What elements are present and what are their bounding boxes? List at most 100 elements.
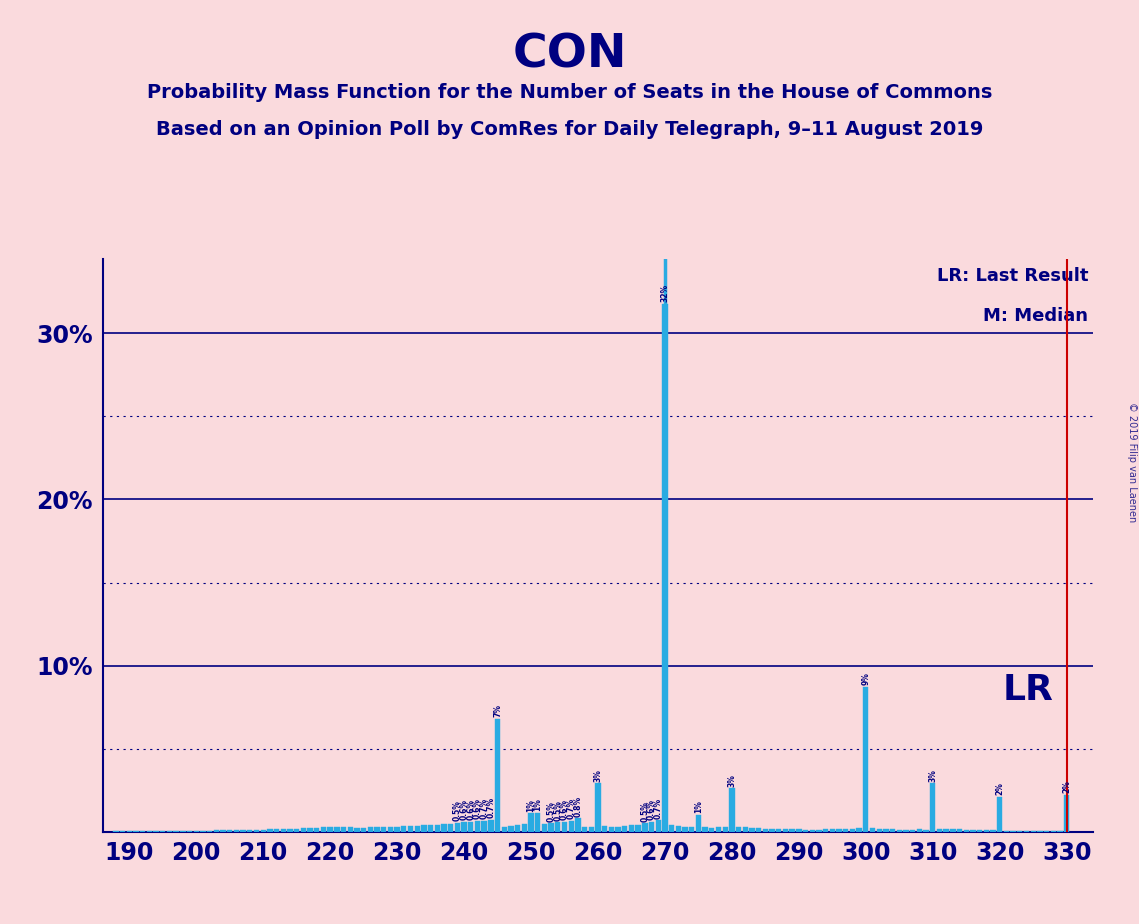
Bar [220, 831, 226, 832]
Text: Probability Mass Function for the Number of Seats in the House of Commons: Probability Mass Function for the Number… [147, 83, 992, 103]
Bar [789, 830, 795, 832]
Bar [522, 823, 527, 832]
Bar [642, 823, 648, 832]
Bar [743, 828, 748, 832]
Bar [689, 828, 695, 832]
Bar [749, 828, 755, 832]
Bar [515, 825, 521, 832]
Bar [448, 823, 453, 832]
Text: 1%: 1% [694, 800, 703, 813]
Bar [555, 822, 560, 832]
Bar [936, 829, 942, 832]
Bar [254, 830, 260, 832]
Text: CON: CON [513, 32, 626, 78]
Bar [549, 823, 554, 832]
Bar [629, 825, 634, 832]
Bar [710, 828, 714, 832]
Bar [910, 830, 916, 832]
Bar [964, 830, 969, 832]
Text: 1%: 1% [526, 799, 535, 811]
Bar [896, 830, 902, 832]
Bar [494, 719, 500, 832]
Text: 0.7%: 0.7% [567, 798, 575, 820]
Text: LR: LR [1002, 673, 1054, 707]
Bar [233, 831, 239, 832]
Bar [736, 827, 741, 832]
Bar [489, 820, 493, 832]
Bar [870, 828, 875, 832]
Bar [636, 824, 641, 832]
Bar [1003, 831, 1009, 832]
Bar [729, 788, 735, 832]
Bar [240, 830, 246, 832]
Bar [682, 827, 688, 832]
Text: 3%: 3% [593, 769, 603, 782]
Bar [696, 815, 702, 832]
Bar [715, 827, 721, 832]
Bar [528, 813, 534, 832]
Bar [314, 828, 319, 832]
Bar [268, 830, 272, 832]
Text: 2%: 2% [995, 783, 1005, 795]
Bar [782, 829, 788, 832]
Bar [347, 828, 353, 832]
Bar [421, 825, 427, 832]
Bar [207, 831, 212, 832]
Bar [984, 831, 989, 832]
Bar [903, 830, 909, 832]
Text: 0.7%: 0.7% [486, 797, 495, 819]
Bar [408, 826, 413, 832]
Bar [334, 827, 339, 832]
Bar [273, 829, 279, 832]
Text: 0.7%: 0.7% [654, 797, 663, 819]
Bar [943, 829, 949, 832]
Text: 0.6%: 0.6% [466, 799, 475, 820]
Bar [387, 827, 393, 832]
Bar [890, 830, 895, 832]
Bar [394, 827, 400, 832]
Bar [957, 830, 962, 832]
Bar [817, 830, 821, 832]
Bar [562, 821, 567, 832]
Text: M: Median: M: Median [983, 308, 1089, 325]
Text: 0.5%: 0.5% [547, 801, 556, 821]
Bar [368, 828, 372, 832]
Text: 0.7%: 0.7% [480, 798, 489, 820]
Bar [287, 829, 293, 832]
Text: 0.5%: 0.5% [640, 801, 649, 821]
Text: 2%: 2% [1063, 781, 1071, 794]
Bar [415, 826, 420, 832]
Text: LR: Last Result: LR: Last Result [937, 267, 1089, 286]
Text: Based on an Opinion Poll by ComRes for Daily Telegraph, 9–11 August 2019: Based on an Opinion Poll by ComRes for D… [156, 120, 983, 140]
Bar [542, 823, 547, 832]
Bar [214, 831, 219, 832]
Bar [769, 829, 775, 832]
Bar [596, 784, 600, 832]
Bar [535, 812, 540, 832]
Bar [261, 830, 265, 832]
Bar [669, 825, 674, 832]
Bar [501, 827, 507, 832]
Bar [917, 830, 923, 832]
Bar [883, 829, 888, 832]
Bar [428, 825, 433, 832]
Bar [321, 828, 326, 832]
Bar [924, 830, 928, 832]
Bar [589, 827, 593, 832]
Bar [603, 826, 607, 832]
Bar [247, 830, 253, 832]
Bar [703, 827, 707, 832]
Bar [435, 824, 440, 832]
Bar [301, 829, 306, 832]
Bar [857, 828, 862, 832]
Bar [382, 827, 386, 832]
Bar [756, 828, 761, 832]
Text: 0.6%: 0.6% [560, 799, 570, 820]
Bar [649, 822, 654, 832]
Bar [328, 827, 333, 832]
Bar [877, 829, 882, 832]
Bar [441, 824, 446, 832]
Bar [227, 831, 232, 832]
Text: © 2019 Filip van Laenen: © 2019 Filip van Laenen [1126, 402, 1137, 522]
Bar [656, 821, 661, 832]
